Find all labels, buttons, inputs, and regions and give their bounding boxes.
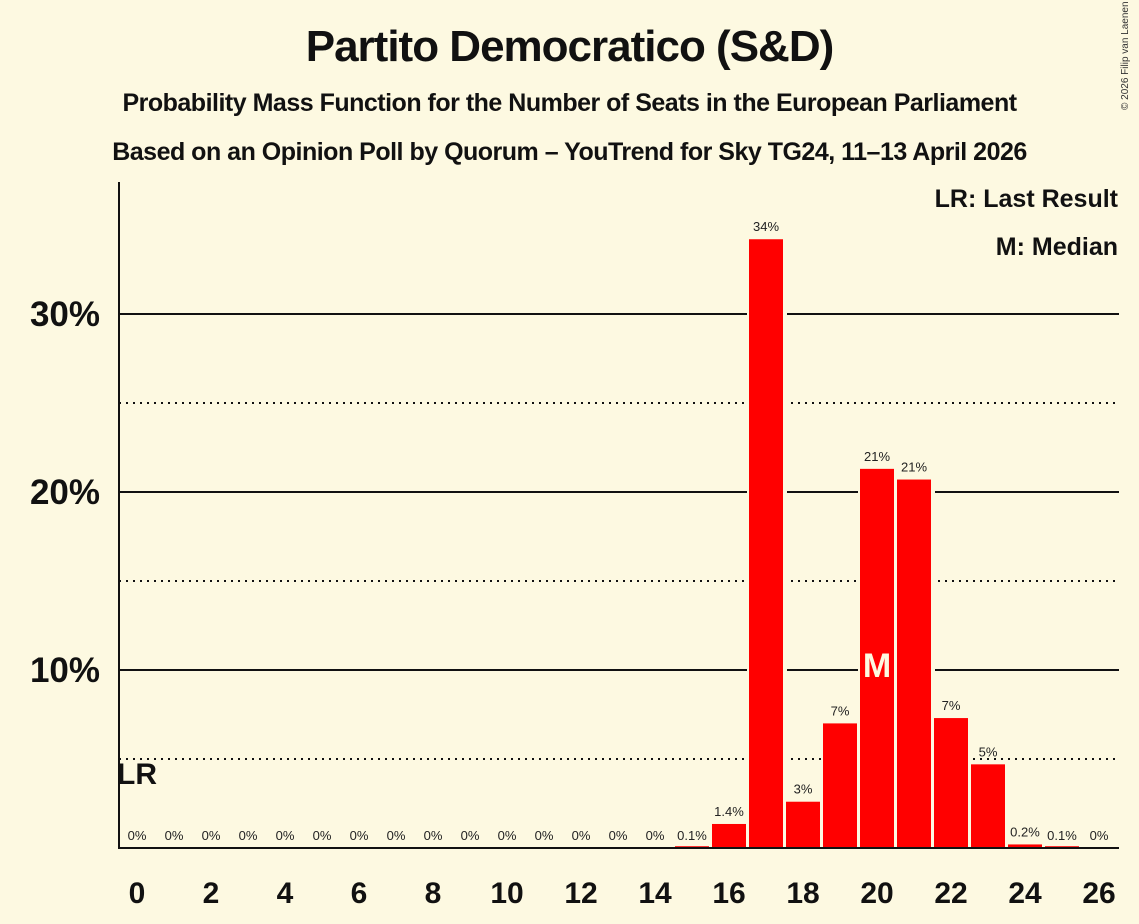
x-tick-label: 4 xyxy=(277,877,294,910)
chart-title: Partito Democratico (S&D) xyxy=(305,22,835,71)
value-label: 21% xyxy=(901,460,927,475)
value-label: 0% xyxy=(313,828,332,843)
value-label: 7% xyxy=(831,703,850,718)
value-label: 21% xyxy=(864,449,890,464)
value-label: 0% xyxy=(165,828,184,843)
y-tick-label: 20% xyxy=(30,473,100,512)
chart-subtitle: Probability Mass Function for the Number… xyxy=(122,89,1017,117)
value-label: 0% xyxy=(1090,828,1109,843)
x-tick-label: 12 xyxy=(564,877,597,910)
bar-seat-17 xyxy=(749,239,783,849)
value-label: 34% xyxy=(753,219,779,234)
value-label: 3% xyxy=(794,782,813,797)
value-label: 0% xyxy=(239,828,258,843)
value-label: 0.1% xyxy=(677,828,707,843)
value-label: 0.1% xyxy=(1047,828,1077,843)
value-label: 0% xyxy=(350,828,369,843)
value-label: 0% xyxy=(572,828,591,843)
x-tick-label: 22 xyxy=(934,877,967,910)
x-tick-label: 24 xyxy=(1008,877,1042,910)
bar-seat-23 xyxy=(971,764,1005,848)
value-label: 0% xyxy=(202,828,221,843)
value-label: 0% xyxy=(535,828,554,843)
x-tick-label: 20 xyxy=(860,877,893,910)
value-label: 5% xyxy=(979,744,998,759)
value-label: 0.2% xyxy=(1010,824,1040,839)
chart-source: Based on an Opinion Poll by Quorum – You… xyxy=(112,138,1027,166)
value-label: 7% xyxy=(942,698,961,713)
x-tick-label: 2 xyxy=(203,877,220,910)
bar-seat-22 xyxy=(934,718,968,848)
median-marker: M xyxy=(863,647,891,685)
x-tick-label: 18 xyxy=(786,877,819,910)
value-label: 1.4% xyxy=(714,804,744,819)
value-label: 0% xyxy=(424,828,443,843)
bar-seat-18 xyxy=(786,801,820,848)
bar-seat-21 xyxy=(897,479,931,848)
x-tick-label: 16 xyxy=(712,877,745,910)
value-label: 0% xyxy=(498,828,517,843)
value-label: 0% xyxy=(609,828,628,843)
x-tick-label: 10 xyxy=(490,877,523,910)
y-tick-label: 10% xyxy=(30,651,100,690)
last-result-marker: LR xyxy=(117,758,157,791)
value-label: 0% xyxy=(461,828,480,843)
legend-median: M: Median xyxy=(995,233,1118,261)
value-label: 0% xyxy=(128,828,147,843)
value-label: 0% xyxy=(387,828,406,843)
x-tick-label: 8 xyxy=(425,877,442,910)
legend-last-result: LR: Last Result xyxy=(934,185,1118,213)
y-tick-label: 30% xyxy=(30,295,100,334)
bar-seat-20 xyxy=(860,468,894,848)
x-tick-label: 14 xyxy=(638,877,672,910)
x-tick-label: 0 xyxy=(129,877,146,910)
bar-seat-24 xyxy=(1008,844,1042,848)
bar-seat-19 xyxy=(823,723,857,848)
value-label: 0% xyxy=(646,828,665,843)
x-tick-label: 26 xyxy=(1082,877,1115,910)
value-label: 0% xyxy=(276,828,295,843)
bar-seat-16 xyxy=(712,823,746,848)
x-tick-label: 6 xyxy=(351,877,368,910)
